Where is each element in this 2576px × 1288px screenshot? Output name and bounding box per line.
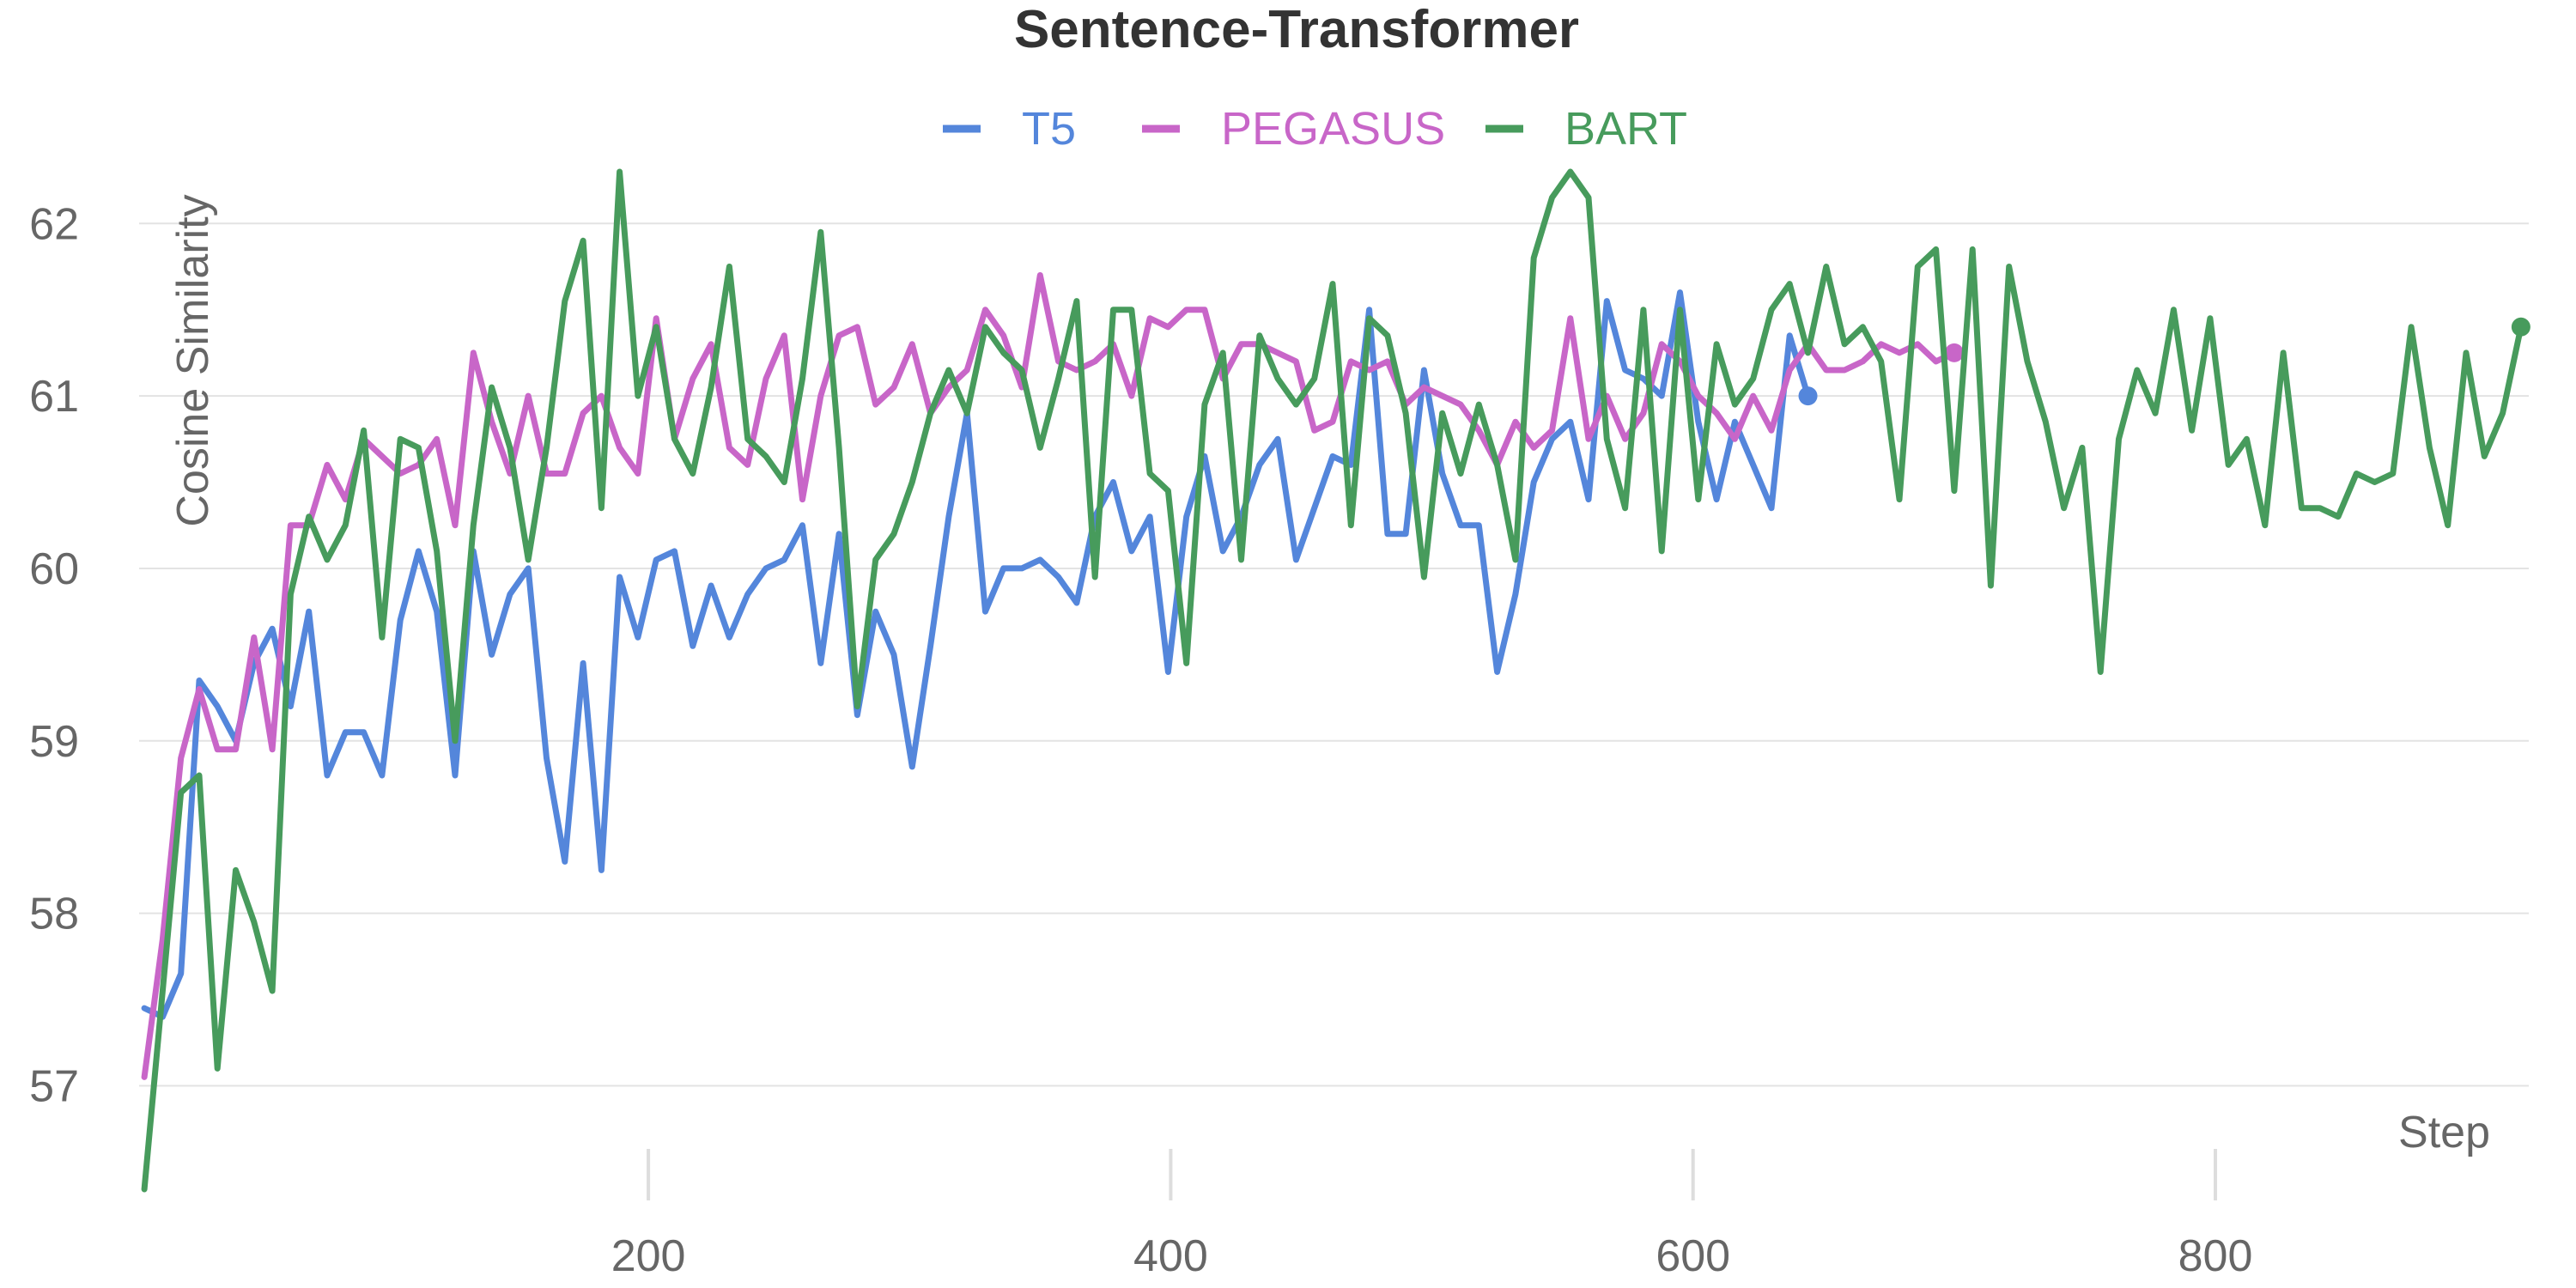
legend-label-t5: T5 (1022, 103, 1076, 155)
series-line-pegasus (141, 272, 1958, 1080)
y-axis: 57 58 59 60 61 62 (29, 199, 79, 1111)
y-tick-label: 60 (29, 544, 79, 594)
y-tick-label: 58 (29, 890, 79, 939)
grid-layer (139, 222, 2529, 1087)
x-tick-label: 400 (1133, 1231, 1208, 1281)
series-line-bart (141, 168, 2524, 1193)
chart-title: Sentence-Transformer (1014, 0, 1579, 59)
y-axis-label: Cosine Similarity (168, 194, 218, 526)
series-end-point-t5 (1798, 386, 1818, 406)
series-end-point-bart (2511, 317, 2530, 337)
y-tick-label: 61 (29, 372, 79, 422)
legend-label-bart: BART (1564, 103, 1687, 155)
legend: T5 PEGASUS BART (943, 103, 1687, 155)
series-layer (141, 168, 2530, 1193)
series-end-point-pegasus (1944, 343, 1964, 362)
x-tick-label: 600 (1656, 1231, 1730, 1281)
x-axis-label: Step (2398, 1108, 2490, 1157)
series-line-t5 (141, 289, 1811, 1020)
x-tick-label: 800 (2178, 1231, 2253, 1281)
legend-label-pegasus: PEGASUS (1221, 103, 1445, 155)
y-tick-label: 59 (29, 717, 79, 767)
x-tick-label: 200 (611, 1231, 686, 1281)
x-axis: 200 400 600 800 (611, 1149, 2253, 1281)
y-tick-label: 57 (29, 1061, 79, 1111)
y-tick-label: 62 (29, 199, 79, 249)
